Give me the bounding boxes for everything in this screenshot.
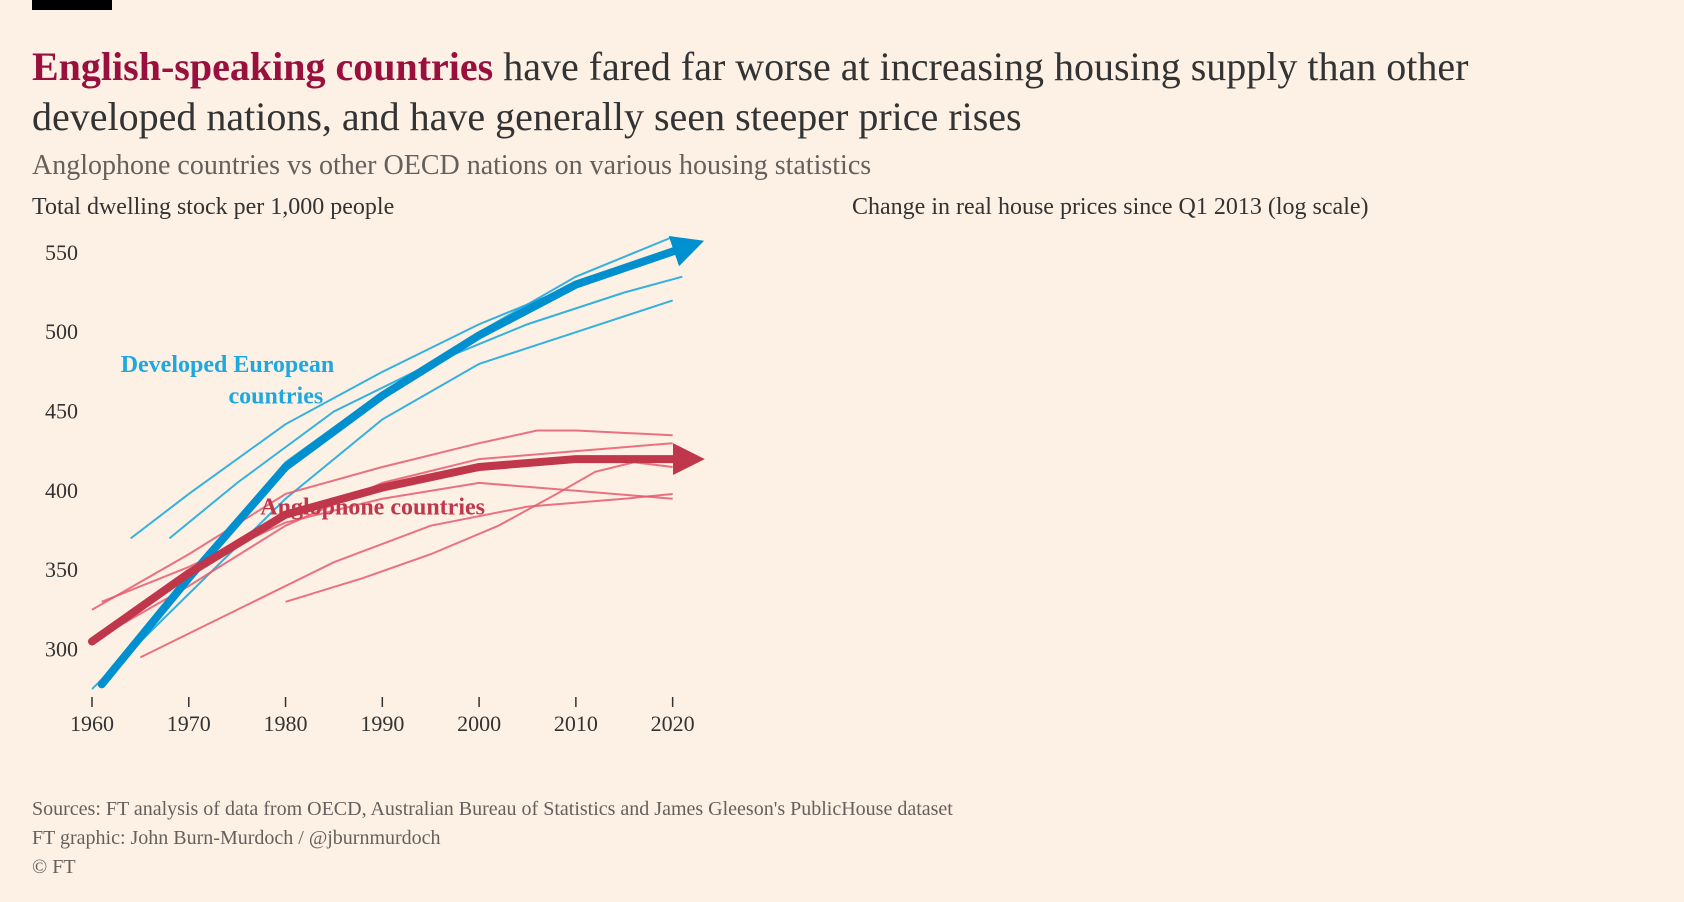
ft-brand-bar	[32, 0, 112, 10]
left-chart-wrap: Total dwelling stock per 1,000 people 30…	[32, 194, 792, 752]
left-chart-title: Total dwelling stock per 1,000 people	[32, 194, 792, 221]
right-chart-title: Change in real house prices since Q1 201…	[852, 194, 1369, 221]
footer-sources: Sources: FT analysis of data from OECD, …	[32, 795, 953, 824]
svg-text:450: 450	[45, 398, 78, 423]
svg-text:300: 300	[45, 636, 78, 661]
svg-text:2010: 2010	[554, 711, 598, 736]
footer-graphic: FT graphic: John Burn-Murdoch / @jburnmu…	[32, 824, 953, 853]
charts-row: Total dwelling stock per 1,000 people 30…	[32, 194, 1652, 752]
svg-text:Developed European: Developed European	[121, 352, 335, 378]
svg-text:400: 400	[45, 478, 78, 503]
svg-text:550: 550	[45, 240, 78, 265]
headline: English-speaking countries have fared fa…	[32, 42, 1582, 142]
right-chart-svg	[852, 227, 1152, 377]
svg-text:350: 350	[45, 557, 78, 582]
svg-text:Anglophone countries: Anglophone countries	[260, 495, 485, 521]
footer-copyright: © FT	[32, 853, 953, 882]
right-chart-wrap: Change in real house prices since Q1 201…	[852, 194, 1369, 752]
svg-text:1980: 1980	[264, 711, 308, 736]
left-chart-svg: 300 350 400 450 500 550 1960 1970 1980 1990 2000 20…	[32, 227, 792, 747]
svg-text:500: 500	[45, 319, 78, 344]
svg-text:countries: countries	[229, 384, 324, 410]
svg-text:2020: 2020	[651, 711, 695, 736]
ft-chart-page: English-speaking countries have fared fa…	[0, 0, 1684, 902]
footer: Sources: FT analysis of data from OECD, …	[32, 795, 953, 882]
svg-text:2000: 2000	[457, 711, 501, 736]
subhead: Anglophone countries vs other OECD natio…	[32, 150, 1652, 182]
svg-text:1960: 1960	[70, 711, 114, 736]
svg-text:1990: 1990	[360, 711, 404, 736]
headline-emphasis: English-speaking countries	[32, 44, 493, 89]
svg-text:1970: 1970	[167, 711, 211, 736]
